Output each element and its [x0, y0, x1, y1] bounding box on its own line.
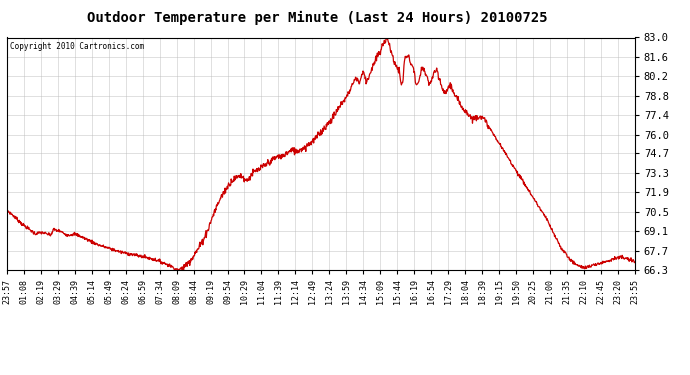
Text: Copyright 2010 Cartronics.com: Copyright 2010 Cartronics.com	[10, 42, 144, 51]
Text: Outdoor Temperature per Minute (Last 24 Hours) 20100725: Outdoor Temperature per Minute (Last 24 …	[87, 11, 548, 26]
